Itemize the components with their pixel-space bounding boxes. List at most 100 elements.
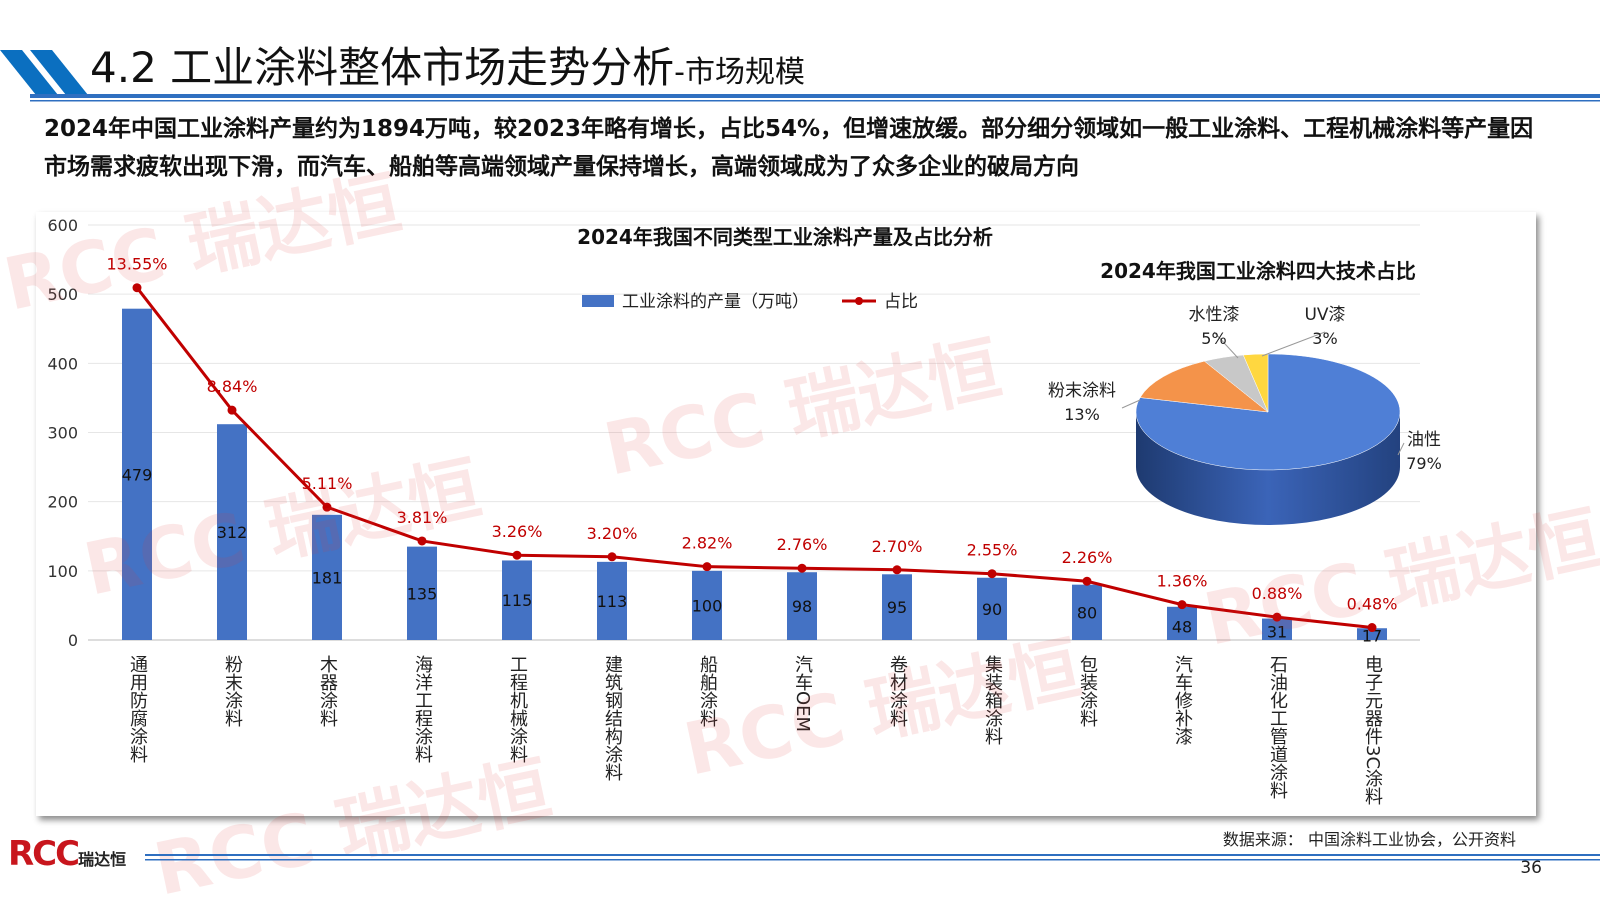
category-label: 石油化工管道涂料: [1267, 655, 1288, 799]
bar: [977, 577, 1007, 640]
bar: [217, 424, 247, 640]
category-label: 通用防腐涂料: [127, 655, 148, 763]
line-value-label: 2.55%: [967, 541, 1018, 560]
line-marker: [417, 536, 427, 546]
y-tick-label: 100: [47, 562, 78, 581]
category-label: 集装箱涂料: [982, 655, 1003, 745]
category-label: 卷材涂料: [887, 655, 908, 727]
line-value-label: 0.48%: [1347, 595, 1398, 614]
category-label: 工程机械涂料: [507, 655, 528, 763]
line-value-label: 3.26%: [492, 522, 543, 541]
line-marker: [797, 563, 807, 573]
bar-value-label: 135: [407, 584, 438, 603]
category-label: 建筑钢结构涂料: [602, 655, 623, 781]
bar-value-label: 48: [1172, 618, 1192, 637]
line-marker: [1177, 600, 1187, 610]
y-tick-label: 200: [47, 493, 78, 512]
pie-side: [1136, 412, 1400, 525]
bar: [787, 572, 817, 640]
category-label: 电子元器件3C涂料: [1362, 655, 1383, 806]
bar: [597, 561, 627, 640]
line-value-label: 5.11%: [302, 474, 353, 493]
bar: [1072, 584, 1102, 640]
legend-bar-label: 工业涂料的产量（万吨）: [622, 292, 809, 312]
y-tick-label: 400: [47, 354, 78, 373]
legend-bar-swatch: [582, 295, 614, 307]
line-marker: [512, 550, 522, 560]
bar-value-label: 181: [312, 568, 343, 587]
title-main: 4.2 工业涂料整体市场走势分析: [90, 43, 675, 92]
bar: [407, 546, 437, 640]
bar-value-label: 115: [502, 591, 533, 610]
y-tick-label: 600: [47, 216, 78, 235]
line-value-label: 13.55%: [106, 255, 167, 274]
line-marker: [322, 502, 332, 512]
pie-slice: [1139, 360, 1269, 413]
line-marker: [607, 552, 617, 562]
bar-value-label: 17: [1362, 626, 1382, 645]
category-label: 汽车修补漆: [1172, 655, 1193, 745]
bar: [312, 514, 342, 640]
pie-category-label: 粉末涂料: [1048, 381, 1116, 401]
bar: [502, 560, 532, 640]
line-marker: [132, 283, 142, 293]
pie-percent-label: 79%: [1406, 454, 1442, 473]
bar-value-label: 100: [692, 596, 723, 615]
line-value-label: 0.88%: [1252, 584, 1303, 603]
bar-value-label: 95: [887, 598, 907, 617]
bar: [882, 574, 912, 640]
footer-lines: [145, 854, 1600, 861]
line-marker: [702, 562, 712, 572]
y-tick-label: 500: [47, 285, 78, 304]
line-value-label: 8.84%: [207, 377, 258, 396]
page-number: 36: [1520, 858, 1542, 878]
title-sub: -市场规模: [674, 55, 805, 90]
bar-value-label: 312: [217, 523, 248, 542]
bar: [122, 308, 152, 640]
bar-value-label: 98: [792, 597, 812, 616]
category-label: 汽车OEM: [792, 655, 813, 733]
pie-category-label: 水性漆: [1189, 305, 1240, 325]
pie-percent-label: 13%: [1064, 405, 1100, 424]
bar-chart-title: 2024年我国不同类型工业涂料产量及占比分析: [577, 225, 993, 249]
category-label: 海洋工程涂料: [412, 655, 433, 763]
pie-percent-label: 5%: [1201, 329, 1226, 348]
bar: [1357, 628, 1387, 640]
line-marker: [227, 405, 237, 415]
pie-leader-line: [1121, 399, 1141, 409]
line-marker: [1272, 612, 1282, 622]
line-value-label: 2.70%: [872, 537, 923, 556]
pie-leader-line: [1397, 442, 1405, 456]
bar: [1167, 606, 1197, 640]
bar: [692, 570, 722, 640]
pie-leader-line: [1261, 331, 1326, 357]
line-marker: [987, 569, 997, 579]
data-source: 数据来源： 中国涂料工业协会，公开资料: [1222, 830, 1516, 849]
pie-category-label: UV漆: [1304, 305, 1345, 325]
pie-category-label: 油性: [1407, 430, 1441, 450]
legend-line-marker: [855, 297, 863, 305]
pie-leader-line: [1213, 331, 1239, 359]
share-line: [135, 286, 1373, 630]
logo: RCC瑞达恒: [8, 834, 127, 874]
page-title: 4.2 工业涂料整体市场走势分析-市场规模: [90, 34, 805, 95]
legend-line-label: 占比: [884, 292, 918, 312]
category-label: 包装涂料: [1077, 655, 1098, 727]
pie-chart-title: 2024年我国工业涂料四大技术占比: [1100, 259, 1416, 283]
line-value-label: 2.26%: [1062, 548, 1113, 567]
category-label: 船舶涂料: [697, 655, 718, 727]
header-decoration: [0, 50, 1600, 102]
bar-value-label: 80: [1077, 603, 1097, 622]
line-marker: [1082, 576, 1092, 586]
line-value-label: 3.20%: [587, 524, 638, 543]
line-value-label: 3.81%: [397, 508, 448, 527]
category-label: 粉末涂料: [222, 655, 243, 727]
bar: [1262, 618, 1292, 640]
summary-text: 2024年中国工业涂料产量约为1894万吨，较2023年略有增长，占比54%，但…: [44, 116, 1534, 180]
line-marker: [892, 565, 902, 575]
line-value-label: 1.36%: [1157, 572, 1208, 591]
line-value-label: 2.82%: [682, 534, 733, 553]
pie-percent-label: 3%: [1312, 329, 1337, 348]
category-label: 木器涂料: [317, 655, 338, 727]
